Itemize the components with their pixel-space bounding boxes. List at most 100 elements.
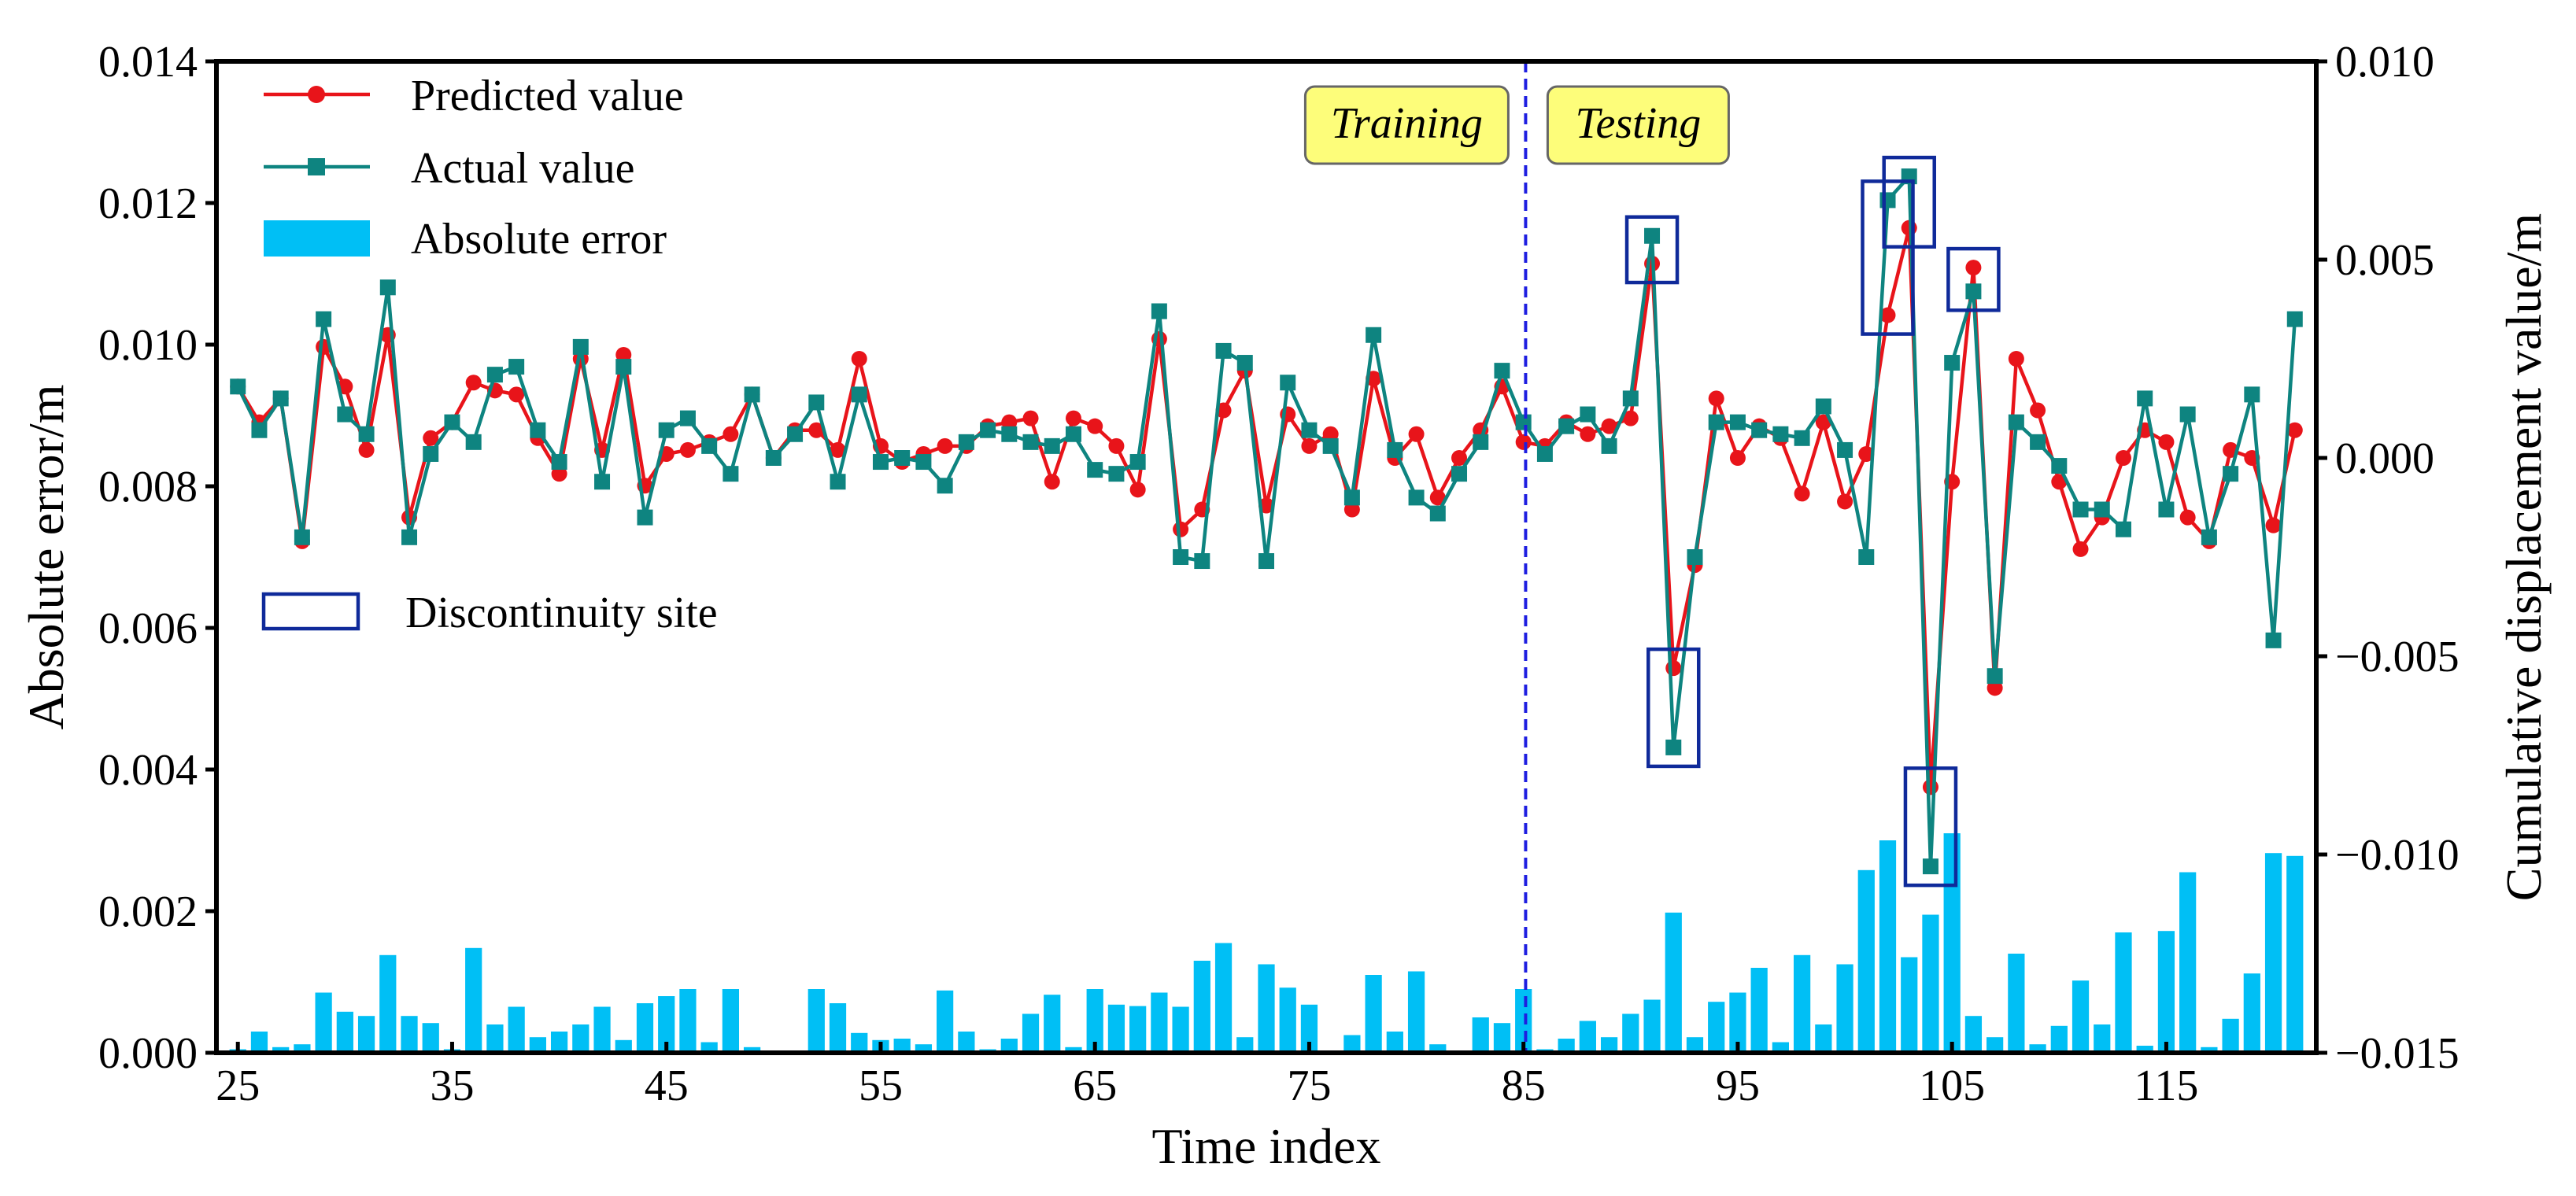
actual-point: [1408, 489, 1425, 506]
error-bar: [915, 1044, 933, 1053]
actual-point: [594, 474, 611, 490]
predicted-point: [679, 441, 696, 458]
actual-point: [1151, 303, 1167, 319]
legend-predicted-marker: [308, 86, 325, 103]
predicted-point: [1965, 260, 1982, 276]
actual-point: [787, 426, 804, 442]
actual-point: [744, 386, 760, 403]
error-bar: [829, 1003, 847, 1053]
error-bar: [1086, 989, 1103, 1053]
discontinuity-box: [1861, 179, 1915, 336]
predicted-point: [551, 466, 567, 482]
error-bar: [508, 1006, 525, 1053]
y-right-tick-label: −0.015: [2335, 1029, 2460, 1078]
predicted-point: [508, 386, 525, 403]
actual-point: [1087, 462, 1103, 478]
error-bar: [1901, 957, 1918, 1053]
predicted-point: [1173, 521, 1189, 537]
actual-point: [2115, 521, 2131, 537]
error-bar: [636, 1003, 654, 1053]
actual-point: [2223, 466, 2239, 482]
y-right-tick-label: 0.010: [2335, 38, 2434, 87]
actual-point: [2094, 501, 2110, 518]
legend-discontinuity-swatch: [261, 592, 360, 631]
error-bar: [2201, 1046, 2218, 1053]
right-y-axis-title: Cumulative displacement value/m: [2496, 213, 2552, 901]
error-bar: [1750, 968, 1768, 1053]
error-bar: [1686, 1037, 1704, 1053]
discontinuity-box: [1624, 215, 1680, 285]
actual-point: [572, 338, 589, 355]
error-bar: [1343, 1035, 1361, 1053]
legend-discontinuity-label: Discontinuity site: [405, 589, 718, 637]
testing-label: Testing: [1576, 99, 1702, 148]
actual-point: [1494, 363, 1510, 379]
actual-point: [2265, 632, 2282, 648]
actual-point: [1644, 227, 1661, 244]
actual-point: [508, 359, 525, 375]
x-tick-label: 95: [1716, 1061, 1760, 1110]
error-bars-group: [229, 833, 2304, 1053]
error-bar: [1365, 975, 1382, 1053]
error-bar: [1407, 971, 1425, 1053]
actual-point: [1473, 434, 1489, 450]
predicted-point: [358, 441, 375, 458]
error-bar: [893, 1039, 911, 1053]
predicted-point: [808, 422, 825, 438]
actual-point: [1665, 739, 1682, 755]
actual-point: [2179, 406, 2196, 423]
actual-point: [1387, 441, 1403, 458]
actual-point: [808, 394, 825, 411]
predicted-point: [1665, 660, 1682, 677]
predicted-point: [1108, 437, 1125, 454]
error-bar: [1279, 987, 1296, 1053]
actual-point: [2158, 501, 2175, 518]
error-bar: [1129, 1006, 1147, 1053]
predicted-point: [937, 437, 953, 454]
actual-point: [701, 437, 718, 454]
y-left-tick-label: 0.010: [98, 321, 198, 370]
actual-point: [294, 529, 310, 545]
actual-point: [465, 434, 482, 450]
predicted-point: [1922, 779, 1938, 795]
y-right-tick-label: −0.005: [2335, 633, 2460, 681]
error-bar: [1815, 1024, 1832, 1053]
y-left-tick-label: 0.004: [98, 746, 198, 795]
error-bar: [1493, 1023, 1511, 1053]
legend-error-label: Absolute error: [411, 215, 667, 264]
actual-point: [1794, 430, 1810, 446]
error-bar: [1708, 1002, 1725, 1053]
actual-point: [316, 311, 332, 327]
error-bar: [465, 947, 482, 1053]
actual-point: [830, 474, 846, 490]
actual-point: [1558, 418, 1575, 434]
actual-point: [1194, 553, 1210, 570]
error-bar: [1622, 1013, 1639, 1053]
predicted-point: [1794, 485, 1810, 502]
error-bar: [401, 1016, 418, 1053]
error-bar: [2243, 973, 2260, 1053]
error-bar: [937, 990, 954, 1053]
discontinuity-boxes-group: [1624, 155, 2001, 888]
y-left-tick-label: 0.000: [98, 1029, 198, 1078]
predicted-point: [1515, 434, 1532, 450]
plot-area-frame: [214, 59, 2319, 1055]
actual-point: [915, 454, 932, 471]
legend-actual-marker: [308, 158, 325, 175]
predicted-point: [1044, 474, 1060, 490]
split-group: Training Testing: [1303, 61, 1730, 1053]
error-bar: [272, 1046, 290, 1053]
error-bar: [2029, 1044, 2046, 1053]
discontinuity-box: [1903, 766, 1958, 888]
actual-point: [1837, 441, 1853, 458]
error-bar: [1258, 964, 1275, 1053]
predicted-point: [851, 351, 867, 367]
error-bar: [2222, 1018, 2239, 1053]
actual-point: [1366, 327, 1382, 343]
actual-point: [1065, 426, 1081, 442]
y-left-tick-label: 0.002: [98, 888, 198, 936]
predicted-point: [830, 441, 846, 458]
error-bar: [593, 1006, 611, 1053]
actual-point: [2244, 386, 2260, 403]
actual-point: [530, 422, 546, 438]
